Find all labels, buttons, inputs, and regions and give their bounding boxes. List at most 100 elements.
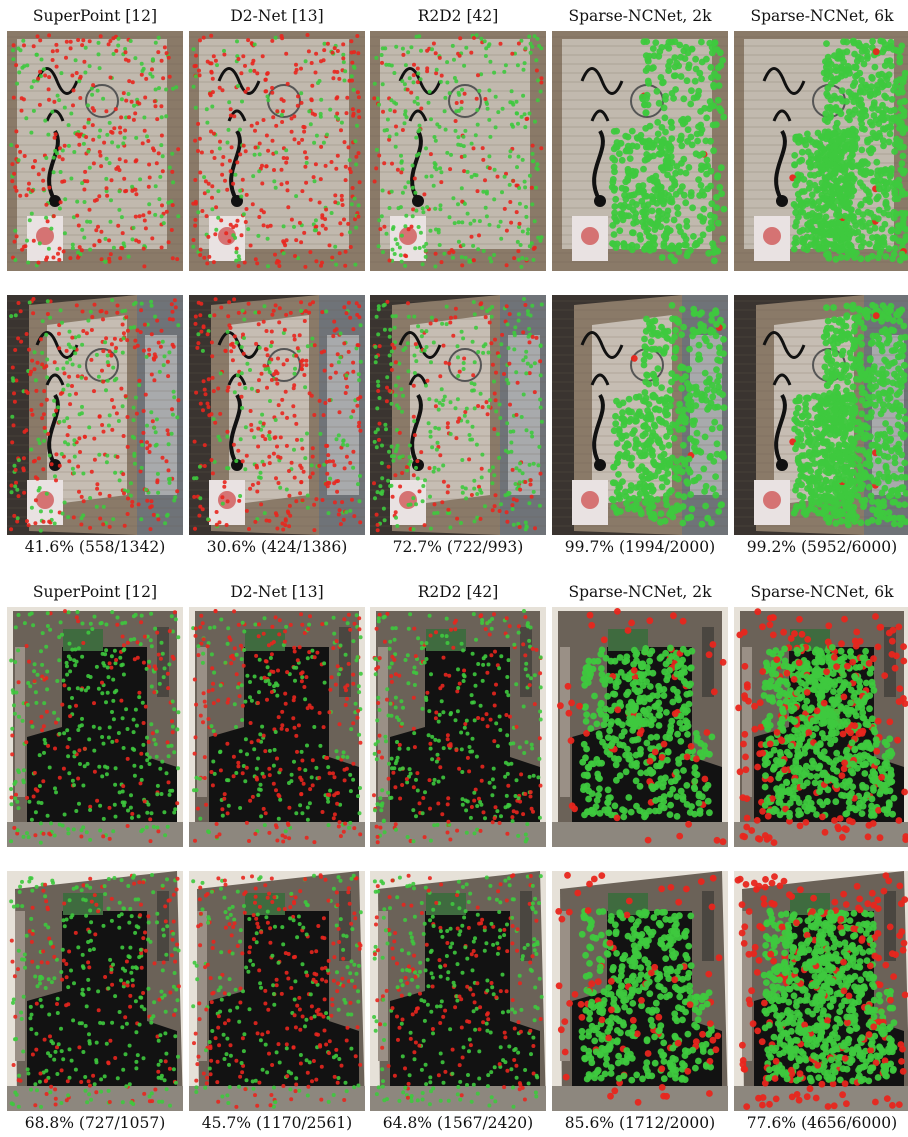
inlier-match	[643, 67, 650, 74]
outlier-match	[340, 500, 344, 504]
outlier-match	[99, 34, 103, 38]
inlier-match	[40, 351, 44, 355]
outlier-match	[107, 238, 111, 242]
outlier-match	[293, 476, 297, 480]
inlier-match	[801, 245, 808, 252]
inlier-match	[32, 79, 36, 83]
inlier-match	[319, 98, 323, 102]
inlier-match	[532, 462, 536, 466]
outlier-match	[69, 46, 73, 50]
inlier-match	[658, 198, 665, 205]
outlier-match	[324, 208, 328, 212]
inlier-match	[57, 98, 61, 102]
outlier-match	[147, 348, 151, 352]
outlier-match	[19, 340, 23, 344]
outlier-match	[434, 404, 438, 408]
inlier-match	[43, 429, 47, 433]
inlier-match	[315, 134, 319, 138]
inlier-match	[492, 253, 496, 257]
inlier-match	[631, 506, 638, 513]
outlier-match	[300, 466, 304, 470]
outlier-match	[339, 522, 343, 526]
outlier-match	[245, 454, 249, 458]
outlier-match	[88, 526, 92, 530]
inlier-match	[876, 207, 883, 214]
inlier-match	[306, 506, 310, 510]
outlier-match	[257, 378, 261, 382]
outlier-match	[438, 374, 442, 378]
outlier-match	[351, 327, 355, 331]
inlier-match	[462, 361, 466, 365]
outlier-match	[294, 71, 298, 75]
outlier-match	[309, 198, 313, 202]
inlier-match	[217, 435, 221, 439]
outlier-match	[259, 208, 263, 212]
inlier-match	[451, 196, 455, 200]
inlier-match	[339, 332, 343, 336]
outlier-match	[56, 252, 60, 256]
inlier-match	[830, 304, 837, 311]
inlier-match	[825, 318, 832, 325]
outlier-match	[299, 480, 303, 484]
inlier-match	[852, 64, 859, 71]
outlier-match	[286, 511, 290, 515]
inlier-match	[413, 246, 417, 250]
inlier-match	[380, 53, 384, 57]
outlier-match	[873, 48, 880, 55]
match-visualization-panel	[734, 31, 908, 271]
inlier-match	[712, 473, 719, 480]
inlier-match	[471, 340, 475, 344]
outlier-match	[280, 168, 284, 172]
inlier-match	[526, 309, 530, 313]
outlier-match	[516, 249, 520, 253]
inlier-match	[408, 444, 412, 448]
inlier-match	[819, 162, 826, 169]
inlier-match	[891, 188, 898, 195]
outlier-match	[57, 346, 61, 350]
inlier-match	[234, 250, 238, 254]
match-visualization-panel	[552, 31, 728, 271]
inlier-match	[611, 231, 618, 238]
inlier-match	[669, 175, 676, 182]
inlier-match	[411, 186, 415, 190]
inlier-match	[171, 180, 175, 184]
inlier-match	[652, 317, 659, 324]
outlier-match	[343, 264, 347, 268]
inlier-match	[233, 173, 237, 177]
outlier-match	[298, 491, 302, 495]
outlier-match	[110, 398, 114, 402]
inlier-match	[97, 135, 101, 139]
outlier-match	[340, 194, 344, 198]
inlier-match	[715, 97, 722, 104]
outlier-match	[352, 50, 356, 54]
inlier-match	[686, 396, 693, 403]
inlier-match	[356, 482, 360, 486]
inlier-match	[208, 314, 212, 318]
inlier-match	[424, 255, 428, 259]
inlier-match	[707, 183, 714, 190]
inlier-match	[354, 163, 358, 167]
panel-image	[189, 295, 365, 535]
outlier-match	[218, 86, 222, 90]
inlier-match	[226, 466, 230, 470]
outlier-match	[123, 129, 127, 133]
inlier-match	[272, 179, 276, 183]
inlier-match	[626, 396, 633, 403]
inlier-match	[791, 162, 798, 169]
inlier-match	[679, 468, 686, 475]
inlier-match	[266, 367, 270, 371]
inlier-match	[424, 146, 428, 150]
outlier-match	[418, 489, 422, 493]
outlier-match	[285, 156, 289, 160]
inlier-match	[29, 448, 33, 452]
inlier-match	[616, 482, 623, 489]
inlier-match	[156, 514, 160, 518]
outlier-match	[290, 117, 294, 121]
inlier-match	[409, 45, 413, 49]
inlier-match	[25, 239, 29, 243]
outlier-match	[351, 361, 355, 365]
outlier-match	[262, 463, 266, 467]
inlier-match	[854, 493, 861, 500]
inlier-match	[624, 450, 631, 457]
outlier-match	[139, 308, 143, 312]
